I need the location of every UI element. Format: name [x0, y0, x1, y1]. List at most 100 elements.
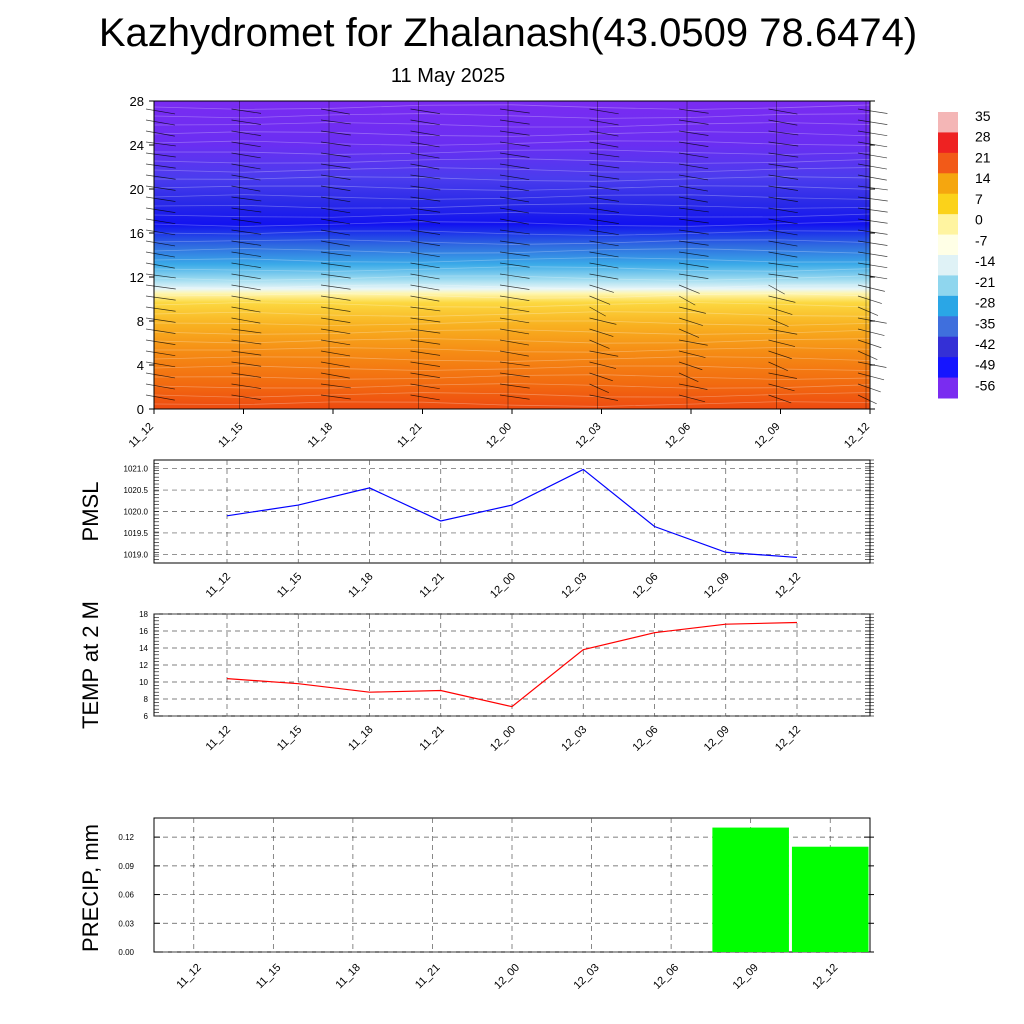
wind-barb-shaft: [768, 262, 799, 268]
wind-barb: [231, 284, 261, 291]
wind-barb: [857, 152, 888, 159]
wind-barb-shaft: [768, 207, 798, 214]
wind-barb: [678, 383, 708, 390]
wind-barb-shaft: [499, 383, 530, 389]
wind-barb-shaft: [320, 284, 351, 290]
wind-barb-shaft: [499, 185, 530, 192]
precip-y-tick-label: 0.09: [118, 862, 134, 871]
colorbar-label: -28: [975, 295, 995, 311]
wind-barb-shaft: [410, 383, 440, 390]
wind-barb: [768, 141, 799, 147]
colorbar-swatch: [938, 173, 958, 195]
wind-barb-shaft: [499, 152, 530, 158]
wind-barb: [231, 306, 261, 313]
wind-barb: [231, 152, 261, 159]
heatmap-contour: [153, 149, 871, 155]
wind-barb: [768, 163, 799, 169]
pmsl-x-tick-label: 12_03: [559, 571, 589, 601]
wind-barb: [145, 119, 175, 126]
wind-barb: [320, 185, 351, 191]
wind-barb-shaft: [320, 152, 351, 158]
heatmap-contour: [153, 311, 871, 317]
wind-barb: [678, 328, 700, 338]
wind-barb-shaft: [499, 130, 530, 136]
wind-barb: [768, 317, 789, 327]
temp-x-tick-label: 11_12: [204, 724, 234, 754]
wind-barb: [499, 361, 530, 367]
wind-barb: [499, 218, 529, 225]
wind-barb-shaft: [410, 339, 441, 345]
wind-barb-shaft: [410, 262, 440, 269]
wind-barb-shaft: [410, 185, 441, 191]
pmsl-y-tick-label: 1020.5: [124, 486, 149, 495]
wind-barb-shaft: [768, 372, 797, 379]
heatmap-contour: [153, 356, 871, 362]
wind-barb: [768, 394, 792, 404]
wind-barb-shaft: [320, 295, 351, 301]
wind-barb-shaft: [678, 229, 709, 235]
wind-barb-shaft: [768, 394, 792, 404]
wind-barb-shaft: [231, 108, 262, 114]
colorbar-label: -7: [975, 232, 988, 248]
wind-barb: [320, 306, 351, 312]
wind-barb: [857, 196, 888, 202]
wind-barb-shaft: [320, 130, 351, 136]
wind-barb-shaft: [145, 372, 176, 379]
temp-x-tick-label: 11_18: [346, 724, 376, 754]
wind-barb: [499, 130, 530, 136]
wind-barb-shaft: [231, 295, 261, 302]
precip-bar: [791, 846, 869, 952]
precip-x-tick-label: 12_03: [572, 962, 602, 992]
wind-barb-shaft: [231, 240, 262, 246]
wind-barb: [231, 295, 261, 302]
wind-barb: [499, 328, 530, 335]
wind-barb: [145, 383, 175, 390]
wind-barb-shaft: [410, 152, 440, 159]
wind-barb: [678, 372, 699, 382]
wind-barb-shaft: [231, 262, 261, 268]
wind-barb: [410, 152, 440, 159]
wind-barb-shaft: [589, 207, 619, 213]
heatmap-y-tick-label: 20: [130, 182, 144, 197]
wind-barb-shaft: [768, 317, 789, 327]
wind-barb-shaft: [320, 218, 351, 225]
colorbar-swatch: [938, 112, 958, 133]
wind-barb: [768, 339, 796, 347]
wind-barb: [678, 196, 708, 203]
wind-barb: [499, 273, 530, 279]
wind-barb-shaft: [231, 174, 261, 181]
wind-barb-shaft: [499, 141, 530, 147]
wind-barb-shaft: [499, 350, 529, 357]
wind-barb-shaft: [145, 229, 176, 236]
wind-barb: [857, 383, 881, 393]
heatmap-y-tick-label: 12: [130, 270, 144, 285]
precip-x-tick-label: 11_18: [333, 962, 363, 992]
wind-barb-shaft: [499, 163, 530, 169]
wind-barb: [589, 196, 620, 202]
temp-y-tick-label: 6: [144, 712, 149, 721]
temp-y-axis-label: TEMP at 2 M: [78, 601, 103, 729]
wind-barb: [499, 229, 530, 235]
wind-barb: [499, 317, 530, 324]
wind-barb: [231, 394, 261, 400]
wind-barb: [678, 284, 700, 294]
wind-barb: [499, 339, 529, 346]
wind-barb-shaft: [678, 185, 708, 192]
wind-barb: [145, 317, 176, 323]
wind-barb: [320, 273, 351, 279]
wind-barb-shaft: [231, 229, 262, 235]
wind-barb: [410, 141, 440, 148]
wind-barb: [145, 284, 176, 290]
pmsl-y-tick-label: 1021.0: [124, 465, 149, 474]
precip-x-tick-label: 12_12: [810, 962, 840, 992]
colorbar-swatch: [938, 214, 958, 236]
wind-barb-shaft: [589, 185, 620, 191]
wind-barb-shaft: [231, 339, 262, 345]
wind-barb-shaft: [231, 361, 262, 367]
wind-barb: [410, 185, 441, 191]
heatmap-x-tick-label: 11_15: [216, 421, 246, 451]
wind-barb: [499, 262, 530, 268]
heatmap-y-tick-label: 16: [130, 226, 144, 241]
wind-barb: [410, 262, 440, 269]
wind-barb-shaft: [499, 196, 530, 203]
